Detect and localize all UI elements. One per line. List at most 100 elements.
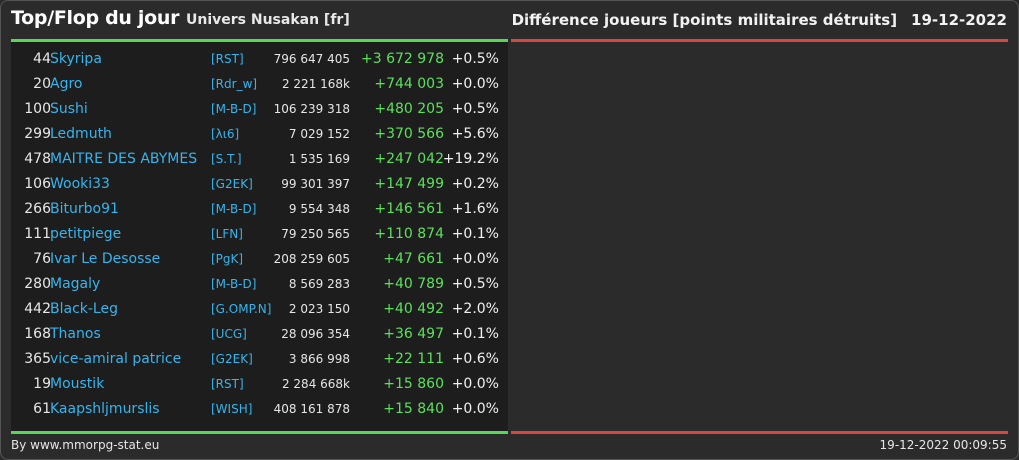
points-difference: +147 499 bbox=[374, 176, 444, 192]
alliance-tag-link[interactable]: [M-B-D] bbox=[211, 102, 257, 116]
points-difference: +480 205 bbox=[374, 101, 444, 117]
percent-change: +19.2% bbox=[442, 151, 499, 167]
player-total-points: 99 301 397 bbox=[281, 177, 350, 191]
points-difference: +40 492 bbox=[383, 301, 444, 317]
player-rank: 44 bbox=[33, 51, 51, 67]
player-total-points: 28 096 354 bbox=[281, 327, 350, 341]
page-title: Top/Flop du jour bbox=[11, 7, 180, 29]
player-total-points: 208 259 605 bbox=[273, 252, 350, 266]
player-total-points: 79 250 565 bbox=[281, 227, 350, 241]
alliance-tag-link[interactable]: [WISH] bbox=[211, 402, 253, 416]
table-row: 76 Ivar Le Desosse [PgK] 208 259 605 +47 661… bbox=[11, 247, 508, 272]
percent-change: +1.6% bbox=[451, 201, 499, 217]
table-row: 61 Kaapshljmurslis [WISH] 408 161 878 +15 84… bbox=[11, 397, 508, 422]
player-rank: 168 bbox=[24, 326, 51, 342]
bottom-divider-green bbox=[11, 431, 508, 434]
player-total-points: 7 029 152 bbox=[288, 127, 350, 141]
percent-change: +0.0% bbox=[451, 251, 499, 267]
player-rank: 365 bbox=[24, 351, 51, 367]
player-name-link[interactable]: vice-amiral patrice bbox=[50, 351, 182, 367]
player-name-link[interactable]: Sushi bbox=[50, 101, 88, 117]
table-row: 266 Biturbo91 [M-B-D] 9 554 348 +146 561 +1.6… bbox=[11, 197, 508, 222]
player-rank: 266 bbox=[24, 201, 51, 217]
table-row: 280 Magaly [M-B-D] 8 569 283 +40 789 +0.5% bbox=[11, 272, 508, 297]
player-name-link[interactable]: MAITRE DES ABYMES bbox=[50, 151, 198, 167]
player-total-points: 796 647 405 bbox=[273, 52, 350, 66]
player-rank: 76 bbox=[33, 251, 51, 267]
player-total-points: 408 161 878 bbox=[273, 402, 350, 416]
percent-change: +2.0% bbox=[451, 301, 499, 317]
player-rank: 280 bbox=[24, 276, 51, 292]
source-credit[interactable]: By www.mmorpg-stat.eu bbox=[11, 438, 160, 452]
player-total-points: 2 284 668k bbox=[281, 377, 350, 391]
table-row: 168 Thanos [UCG] 28 096 354 +36 497 +0.1% bbox=[11, 322, 508, 347]
top-divider-red bbox=[511, 39, 1008, 42]
table-row: 44 Skyripa [RST] 796 647 405 +3 672 978 +0.5% bbox=[11, 47, 508, 72]
player-name-link[interactable]: Moustik bbox=[50, 376, 105, 392]
alliance-tag-link[interactable]: [Rdr_w] bbox=[211, 77, 258, 91]
player-rank: 19 bbox=[33, 376, 51, 392]
player-name-link[interactable]: Black-Leg bbox=[50, 301, 118, 317]
points-difference: +15 840 bbox=[383, 401, 444, 417]
percent-change: +0.5% bbox=[451, 51, 499, 67]
table-row: 442 Black-Leg [G.OMP.N] 2 023 150 +40 492 +2.… bbox=[11, 297, 508, 322]
player-name-link[interactable]: Biturbo91 bbox=[50, 201, 119, 217]
player-total-points: 1 535 169 bbox=[288, 152, 350, 166]
percent-change: +0.5% bbox=[451, 276, 499, 292]
alliance-tag-link[interactable]: [G.OMP.N] bbox=[211, 302, 272, 316]
table-row: 478 MAITRE DES ABYMES [S.T.] 1 535 169 +247 … bbox=[11, 147, 508, 172]
table-row: 365 vice-amiral patrice [G2EK] 3 866 998 +22… bbox=[11, 347, 508, 372]
alliance-tag-link[interactable]: [RST] bbox=[211, 52, 244, 66]
points-difference: +110 874 bbox=[374, 226, 444, 242]
player-name-link[interactable]: Agro bbox=[50, 76, 83, 92]
alliance-tag-link[interactable]: [S.T.] bbox=[211, 152, 242, 166]
player-rank: 299 bbox=[24, 126, 51, 142]
percent-change: +0.6% bbox=[451, 351, 499, 367]
percent-change: +0.0% bbox=[451, 376, 499, 392]
player-total-points: 9 554 348 bbox=[288, 202, 350, 216]
player-name-link[interactable]: Ivar Le Desosse bbox=[50, 251, 161, 267]
player-total-points: 2 221 168k bbox=[281, 77, 350, 91]
points-difference: +47 661 bbox=[383, 251, 444, 267]
alliance-tag-link[interactable]: [RST] bbox=[211, 377, 244, 391]
player-rank: 20 bbox=[33, 76, 51, 92]
player-name-link[interactable]: Thanos bbox=[50, 326, 101, 342]
player-name-link[interactable]: Kaapshljmurslis bbox=[50, 401, 160, 417]
player-rank: 100 bbox=[24, 101, 51, 117]
player-rank: 61 bbox=[33, 401, 51, 417]
points-difference: +22 111 bbox=[383, 351, 444, 367]
metric-label: Différence joueurs [points militaires dé… bbox=[511, 11, 898, 29]
table-row: 299 Ledmuth [λι6] 7 029 152 +370 566 +5.6% bbox=[11, 122, 508, 147]
player-name-link[interactable]: Wooki33 bbox=[50, 176, 110, 192]
player-name-link[interactable]: Skyripa bbox=[50, 51, 102, 67]
table-row: 19 Moustik [RST] 2 284 668k +15 860 +0.0% bbox=[11, 372, 508, 397]
alliance-tag-link[interactable]: [LFN] bbox=[211, 227, 243, 241]
alliance-tag-link[interactable]: [λι6] bbox=[211, 127, 240, 141]
alliance-tag-link[interactable]: [G2EK] bbox=[211, 177, 253, 191]
alliance-tag-link[interactable]: [PgK] bbox=[211, 252, 244, 266]
player-total-points: 8 569 283 bbox=[288, 277, 350, 291]
player-total-points: 2 023 150 bbox=[288, 302, 350, 316]
top-divider-green bbox=[11, 39, 508, 42]
player-rank: 478 bbox=[24, 151, 51, 167]
points-difference: +40 789 bbox=[383, 276, 444, 292]
table-row: 111 petitpiege [LFN] 79 250 565 +110 874 +0.1… bbox=[11, 222, 508, 247]
player-total-points: 3 866 998 bbox=[288, 352, 350, 366]
alliance-tag-link[interactable]: [UCG] bbox=[211, 327, 247, 341]
header-right: Différence joueurs [points militaires dé… bbox=[512, 11, 1007, 29]
header-date: 19-12-2022 bbox=[911, 11, 1007, 29]
points-difference: +744 003 bbox=[374, 76, 444, 92]
alliance-tag-link[interactable]: [M-B-D] bbox=[211, 277, 257, 291]
percent-change: +0.1% bbox=[451, 326, 499, 342]
player-rank: 111 bbox=[24, 226, 51, 242]
alliance-tag-link[interactable]: [M-B-D] bbox=[211, 202, 257, 216]
player-name-link[interactable]: petitpiege bbox=[50, 226, 122, 242]
top-gainers-panel: 44 Skyripa [RST] 796 647 405 +3 672 978 +0.5%… bbox=[11, 42, 508, 431]
table-row: 20 Agro [Rdr_w] 2 221 168k +744 003 +0.0% bbox=[11, 72, 508, 97]
table-row: 106 Wooki33 [G2EK] 99 301 397 +147 499 +0.2% bbox=[11, 172, 508, 197]
points-difference: +370 566 bbox=[374, 126, 444, 142]
alliance-tag-link[interactable]: [G2EK] bbox=[211, 352, 253, 366]
player-name-link[interactable]: Ledmuth bbox=[50, 126, 112, 142]
player-name-link[interactable]: Magaly bbox=[50, 276, 101, 292]
universe-label: Univers Nusakan [fr] bbox=[186, 12, 350, 28]
